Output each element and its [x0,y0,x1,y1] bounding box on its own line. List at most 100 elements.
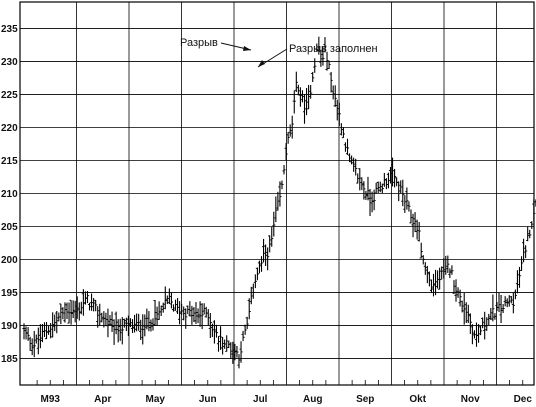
price-bar [489,307,493,320]
price-bar [403,195,407,213]
plot-area [19,1,535,386]
price-bar [321,47,325,66]
y-tick-label: 205 [1,222,18,233]
x-tick-label: Dec [514,394,533,405]
price-bar [259,256,264,272]
price-bar [380,183,384,194]
price-bar [487,313,491,326]
price-bar [382,172,386,187]
price-bar [454,279,458,302]
price-bar [98,303,102,326]
price-bar [143,314,147,337]
price-bar [167,288,171,304]
price-bar [69,299,73,325]
price-bar [315,43,319,52]
price-bar [444,255,448,275]
price-bar [415,219,419,240]
price-bar [159,305,163,317]
price-bar [468,313,472,334]
y-tick-label: 220 [1,123,18,134]
price-bar [300,90,305,103]
y-tick-label: 215 [1,156,18,167]
price-bar [411,213,415,238]
price-bar [147,311,151,332]
price-bar [313,58,317,73]
price-bar [233,343,237,361]
price-bar [517,266,522,288]
price-bar [526,226,530,242]
price-bar [456,287,460,298]
price-bar [175,298,180,314]
price-bar [139,319,143,340]
price-bar [245,316,249,330]
price-bar [32,330,36,358]
x-tick-label: Jul [253,394,268,405]
y-tick-label: 195 [1,288,18,299]
price-bar [130,319,135,333]
price-bar [405,187,409,210]
price-bar [128,318,133,328]
price-bar [307,84,311,110]
price-bar [528,229,532,239]
price-bar [409,209,413,224]
price-bar [292,90,296,114]
x-minor-ticks [36,380,524,385]
price-bar [100,312,104,323]
price-bar [378,181,382,193]
price-bar [198,301,202,327]
price-bar [251,283,255,299]
price-bar [141,314,145,345]
price-bar [42,322,47,337]
price-bar [521,238,526,263]
vertical-gridlines [76,2,497,385]
x-tick-label: Jun [199,394,217,405]
price-bar [36,327,40,355]
price-bar [433,269,438,296]
price-bar [120,317,124,345]
price-bar [425,265,429,284]
price-bar [206,309,210,326]
price-bar [354,158,358,176]
price-bar [239,341,243,363]
price-bar [65,302,69,319]
price-bar [202,303,206,315]
price-bar [87,302,92,311]
price-bar [388,166,393,184]
price-bar [208,313,212,338]
price-bar [216,336,221,352]
price-bar [376,181,380,194]
price-bar [92,298,96,312]
price-bar [519,256,524,271]
price-bar [77,302,81,321]
price-bar [478,325,483,336]
price-bar [276,191,280,211]
price-bar [304,87,309,116]
price-bar [438,267,442,290]
price-bar [190,305,194,325]
price-bar [343,142,348,152]
price-bar [423,262,427,275]
price-bar [151,318,155,331]
price-bar [503,296,507,307]
price-bar [333,85,337,107]
price-bar [229,342,233,359]
price-bar [22,323,26,340]
price-bar [180,303,184,316]
price-bar [472,330,477,339]
price-bar [196,308,200,324]
price-bar [374,182,378,194]
price-bar [124,317,128,332]
price-bar [440,266,444,280]
price-bar [524,245,528,259]
price-bar [384,178,389,190]
price-bar [290,115,294,139]
price-bar [53,314,57,332]
price-bar [399,180,403,194]
x-tick-label: Sep [356,394,374,405]
price-bar [284,143,288,161]
price-bar [63,302,67,323]
price-bar [362,181,366,200]
price-bar [481,317,485,329]
price-bar [427,271,432,287]
price-bar [89,293,94,311]
